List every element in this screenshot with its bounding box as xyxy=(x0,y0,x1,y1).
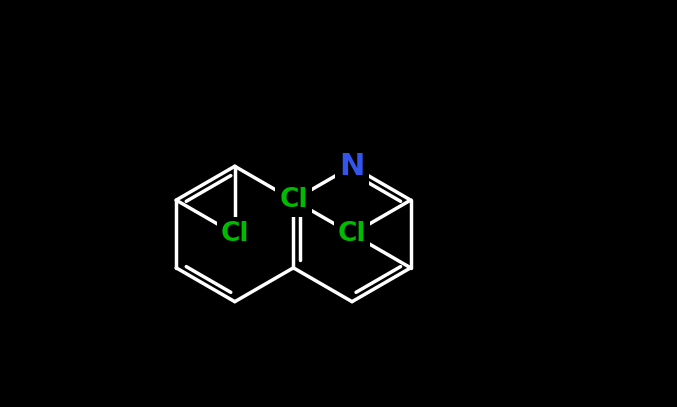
Text: Cl: Cl xyxy=(338,221,366,247)
Text: Cl: Cl xyxy=(279,187,307,213)
Text: N: N xyxy=(339,152,365,181)
Text: Cl: Cl xyxy=(221,221,249,247)
